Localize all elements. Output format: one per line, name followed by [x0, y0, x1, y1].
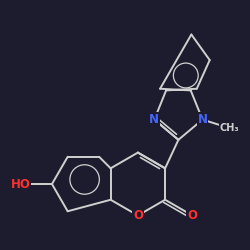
Text: CH₃: CH₃ [220, 123, 239, 133]
Text: N: N [149, 113, 159, 126]
Text: HO: HO [10, 178, 30, 190]
Text: N: N [198, 113, 207, 126]
Text: O: O [133, 209, 143, 222]
Text: O: O [187, 209, 197, 222]
